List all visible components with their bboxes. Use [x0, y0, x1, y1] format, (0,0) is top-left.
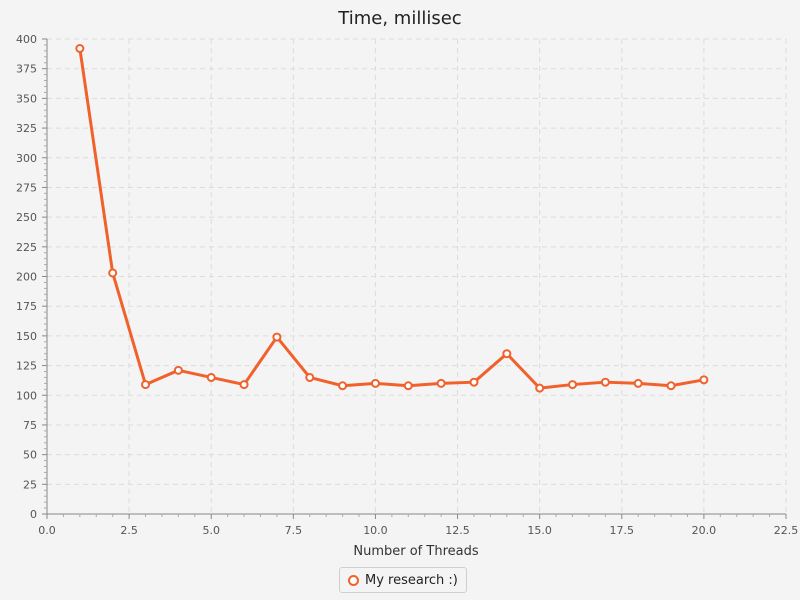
data-point — [666, 381, 676, 391]
data-point — [141, 380, 151, 390]
y-tick-label: 0 — [30, 508, 37, 521]
data-point — [403, 381, 413, 391]
y-tick-label: 175 — [16, 300, 37, 313]
legend-label: My research :) — [365, 572, 458, 588]
x-tick-label: 17.5 — [610, 524, 635, 537]
data-point — [633, 378, 643, 388]
data-point — [436, 378, 446, 388]
data-point — [108, 268, 118, 278]
x-tick-label: 22.5 — [774, 524, 799, 537]
y-tick-label: 50 — [23, 449, 37, 462]
data-point — [568, 380, 578, 390]
x-tick-label: 0.0 — [38, 524, 56, 537]
data-point — [239, 380, 249, 390]
data-point — [305, 372, 315, 382]
y-tick-label: 125 — [16, 360, 37, 373]
data-point — [272, 332, 282, 342]
y-tick-label: 350 — [16, 92, 37, 105]
grid — [47, 38, 787, 514]
data-point — [206, 372, 216, 382]
legend: My research :) — [339, 567, 467, 593]
data-point — [75, 44, 85, 53]
legend-marker-icon — [348, 574, 359, 586]
chart-title: Time, millisec — [337, 8, 461, 29]
y-tick-label: 75 — [23, 419, 37, 432]
x-axis-ticks: 0.0 2.5 5.0 7.5 10.0 12.5 15.0 17.5 20.0 22.5 — [38, 514, 798, 537]
series-line — [78, 48, 705, 390]
y-tick-label: 400 — [16, 33, 37, 46]
y-tick-label: 275 — [16, 181, 37, 194]
data-point — [338, 381, 348, 391]
data-point — [600, 377, 610, 387]
data-point — [502, 349, 512, 359]
data-point — [535, 383, 545, 393]
y-tick-label: 150 — [16, 330, 37, 343]
x-tick-label: 10.0 — [363, 524, 388, 537]
y-tick-label: 325 — [16, 122, 37, 135]
y-tick-label: 25 — [23, 478, 37, 491]
y-tick-label: 100 — [16, 389, 37, 402]
x-tick-label: 15.0 — [527, 524, 552, 537]
y-tick-label: 225 — [16, 241, 37, 254]
data-point — [173, 365, 183, 375]
data-point — [370, 378, 380, 388]
x-tick-label: 12.5 — [445, 524, 470, 537]
x-tick-label: 5.0 — [202, 524, 220, 537]
x-tick-label: 2.5 — [120, 524, 138, 537]
x-tick-label: 20.0 — [692, 524, 717, 537]
y-tick-label: 300 — [16, 152, 37, 165]
y-axis-ticks: 0 25 50 75 100 125 150 175 200 225 250 275 300 325 350… — [16, 33, 47, 521]
y-tick-label: 200 — [16, 271, 37, 284]
x-axis-label: Number of Threads — [353, 544, 478, 559]
series-layer — [75, 44, 709, 393]
y-tick-label: 375 — [16, 63, 37, 76]
x-tick-label: 7.5 — [285, 524, 303, 537]
y-tick-label: 250 — [16, 211, 37, 224]
data-point — [699, 375, 709, 385]
data-point — [469, 377, 479, 387]
